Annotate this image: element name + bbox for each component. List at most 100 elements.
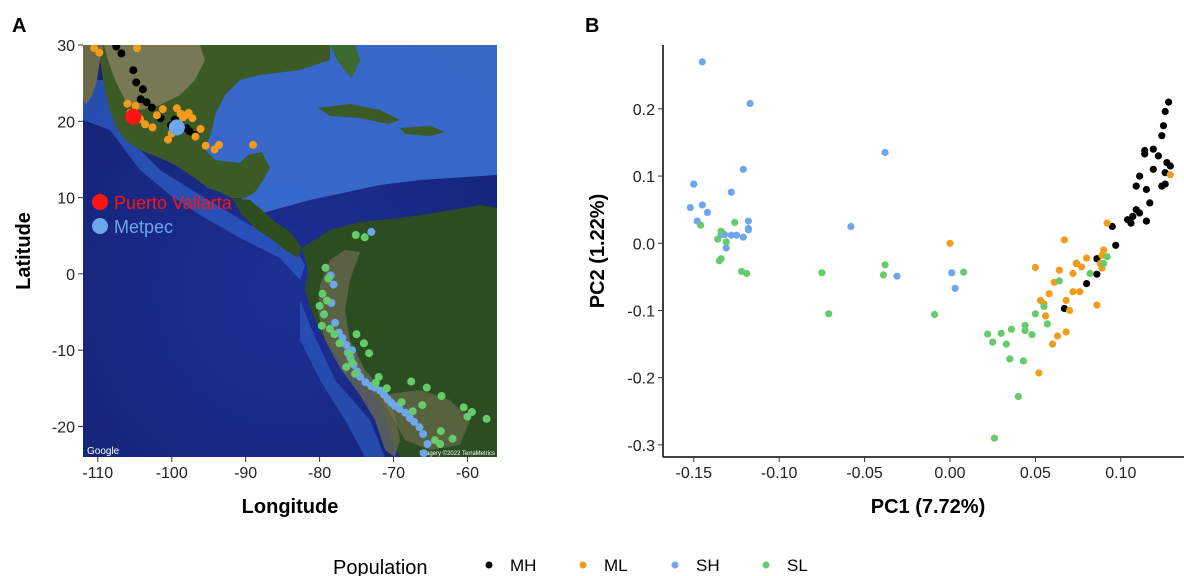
map-point-ml <box>158 105 167 114</box>
map-point-sh <box>367 227 376 236</box>
pca-point-sh <box>703 208 712 216</box>
map-point-mh <box>129 66 138 75</box>
pca-point-ml <box>1062 296 1070 304</box>
map-y-tick-label: 10 <box>57 191 75 208</box>
pca-point-sh <box>739 233 747 241</box>
panel-a-label: A <box>12 15 26 37</box>
map-point-mh <box>138 85 147 94</box>
map-x-tick-label: -80 <box>308 465 331 482</box>
pca-x-tick-label: 0.00 <box>934 465 965 482</box>
pca-point-sl <box>1031 310 1039 318</box>
pca-point-ml <box>1072 259 1080 267</box>
map-point-ml <box>191 132 200 141</box>
map-point-ml <box>188 114 197 123</box>
pca-point-mh <box>1146 199 1154 207</box>
pca-point-mh <box>1127 219 1135 227</box>
map-x-tick-label: -70 <box>382 465 405 482</box>
pca-point-ml <box>1093 301 1101 309</box>
pca-point-sl <box>960 268 968 276</box>
pca-point-ml <box>1100 246 1108 254</box>
pca-point-sl <box>990 434 999 442</box>
map-point-mh <box>142 98 151 107</box>
map-point-ml <box>131 102 140 110</box>
pca-point-sh <box>893 272 901 280</box>
pca-point-sl <box>722 238 730 246</box>
map-point-mh <box>147 103 156 112</box>
map-x-tick-label: -110 <box>82 465 113 482</box>
pca-point-sl <box>825 310 833 318</box>
pca-series-sl <box>697 218 1111 442</box>
pca-y-tick-label: 0.0 <box>633 236 655 253</box>
pca-point-sl <box>715 257 724 265</box>
pca-point-sl <box>1007 325 1016 333</box>
map-point-ml <box>164 135 172 144</box>
map-point-sl <box>325 324 334 333</box>
map-panel: Google Imagery ©2022 TerraMetrics Puerto… <box>13 38 497 518</box>
pca-point-ml <box>1048 340 1057 348</box>
pca-point-sl <box>818 269 826 277</box>
pca-series-mh <box>1060 98 1174 313</box>
map-point-sh <box>329 280 338 289</box>
map-point-ml <box>95 48 104 57</box>
pca-point-sl <box>879 271 888 279</box>
map-point-sh <box>423 440 432 448</box>
pca-point-mh <box>1129 212 1137 220</box>
pca-point-sl <box>717 227 725 235</box>
pca-point-mh <box>1149 145 1157 153</box>
map-y-tick-label: -10 <box>52 343 75 360</box>
pca-x-tick-label: -0.15 <box>676 465 713 482</box>
pca-point-ml <box>1083 254 1091 262</box>
pca-point-sh <box>722 244 730 252</box>
pca-y-tick-label: 0.2 <box>633 102 655 119</box>
pca-point-ml <box>1045 290 1053 298</box>
map-point-sl <box>324 274 333 283</box>
map-point-sl <box>407 377 416 386</box>
pca-point-sl <box>1002 340 1010 348</box>
pca-point-ml <box>1055 266 1063 274</box>
map-point-sl <box>408 407 417 416</box>
map-point-ml <box>133 45 141 53</box>
pca-point-ml <box>1076 288 1084 296</box>
map-point-sl <box>436 440 445 448</box>
map-point-sl <box>321 263 330 272</box>
map-point-sl <box>351 369 360 378</box>
map-point-mh <box>112 45 121 51</box>
pca-point-sl <box>697 221 705 229</box>
map-point-sl <box>374 372 383 381</box>
map-x-axis-title: Longitude <box>242 496 339 518</box>
pca-panel: -0.15 -0.10 -0.05 0.00 0.05 0.10 -0.3 -0.2 -0.1 0… <box>587 45 1184 518</box>
pca-point-mh <box>1136 172 1144 180</box>
map-y-tick-label: 20 <box>57 114 75 131</box>
pca-x-tick-label: -0.10 <box>761 465 798 482</box>
legend-title: Population <box>333 557 428 576</box>
map-y-tick-label: 30 <box>57 38 75 55</box>
pca-point-mh <box>1154 152 1162 160</box>
map-background <box>83 45 497 457</box>
pca-point-mh <box>1165 98 1173 106</box>
pca-point-ml <box>1069 269 1077 278</box>
pca-point-sh <box>948 269 956 277</box>
pca-point-sl <box>1019 357 1027 365</box>
map-highlight-marker <box>168 119 185 136</box>
pca-series-sh <box>686 58 959 292</box>
pca-point-mh <box>1142 217 1150 225</box>
map-point-sl <box>397 398 406 407</box>
map-point-sl <box>418 401 427 410</box>
map-point-ml <box>201 141 210 150</box>
pca-point-ml <box>1054 332 1062 340</box>
map-point-sl <box>345 350 354 358</box>
map-y-tick-label: 0 <box>66 267 75 284</box>
map-point-sh <box>342 340 351 349</box>
pca-point-sl <box>1040 302 1048 310</box>
pca-y-tick-label: -0.2 <box>627 371 655 388</box>
pca-point-mh <box>1142 185 1150 194</box>
map-point-mh <box>136 95 145 104</box>
map-point-ml <box>215 140 223 149</box>
map-point-sl <box>318 289 327 298</box>
pca-point-sl <box>1103 253 1111 261</box>
pca-point-mh <box>1112 241 1120 249</box>
pca-point-sh <box>847 222 855 231</box>
map-point-ml <box>148 123 157 132</box>
pca-points <box>686 58 1174 442</box>
pca-point-ml <box>1066 306 1074 315</box>
